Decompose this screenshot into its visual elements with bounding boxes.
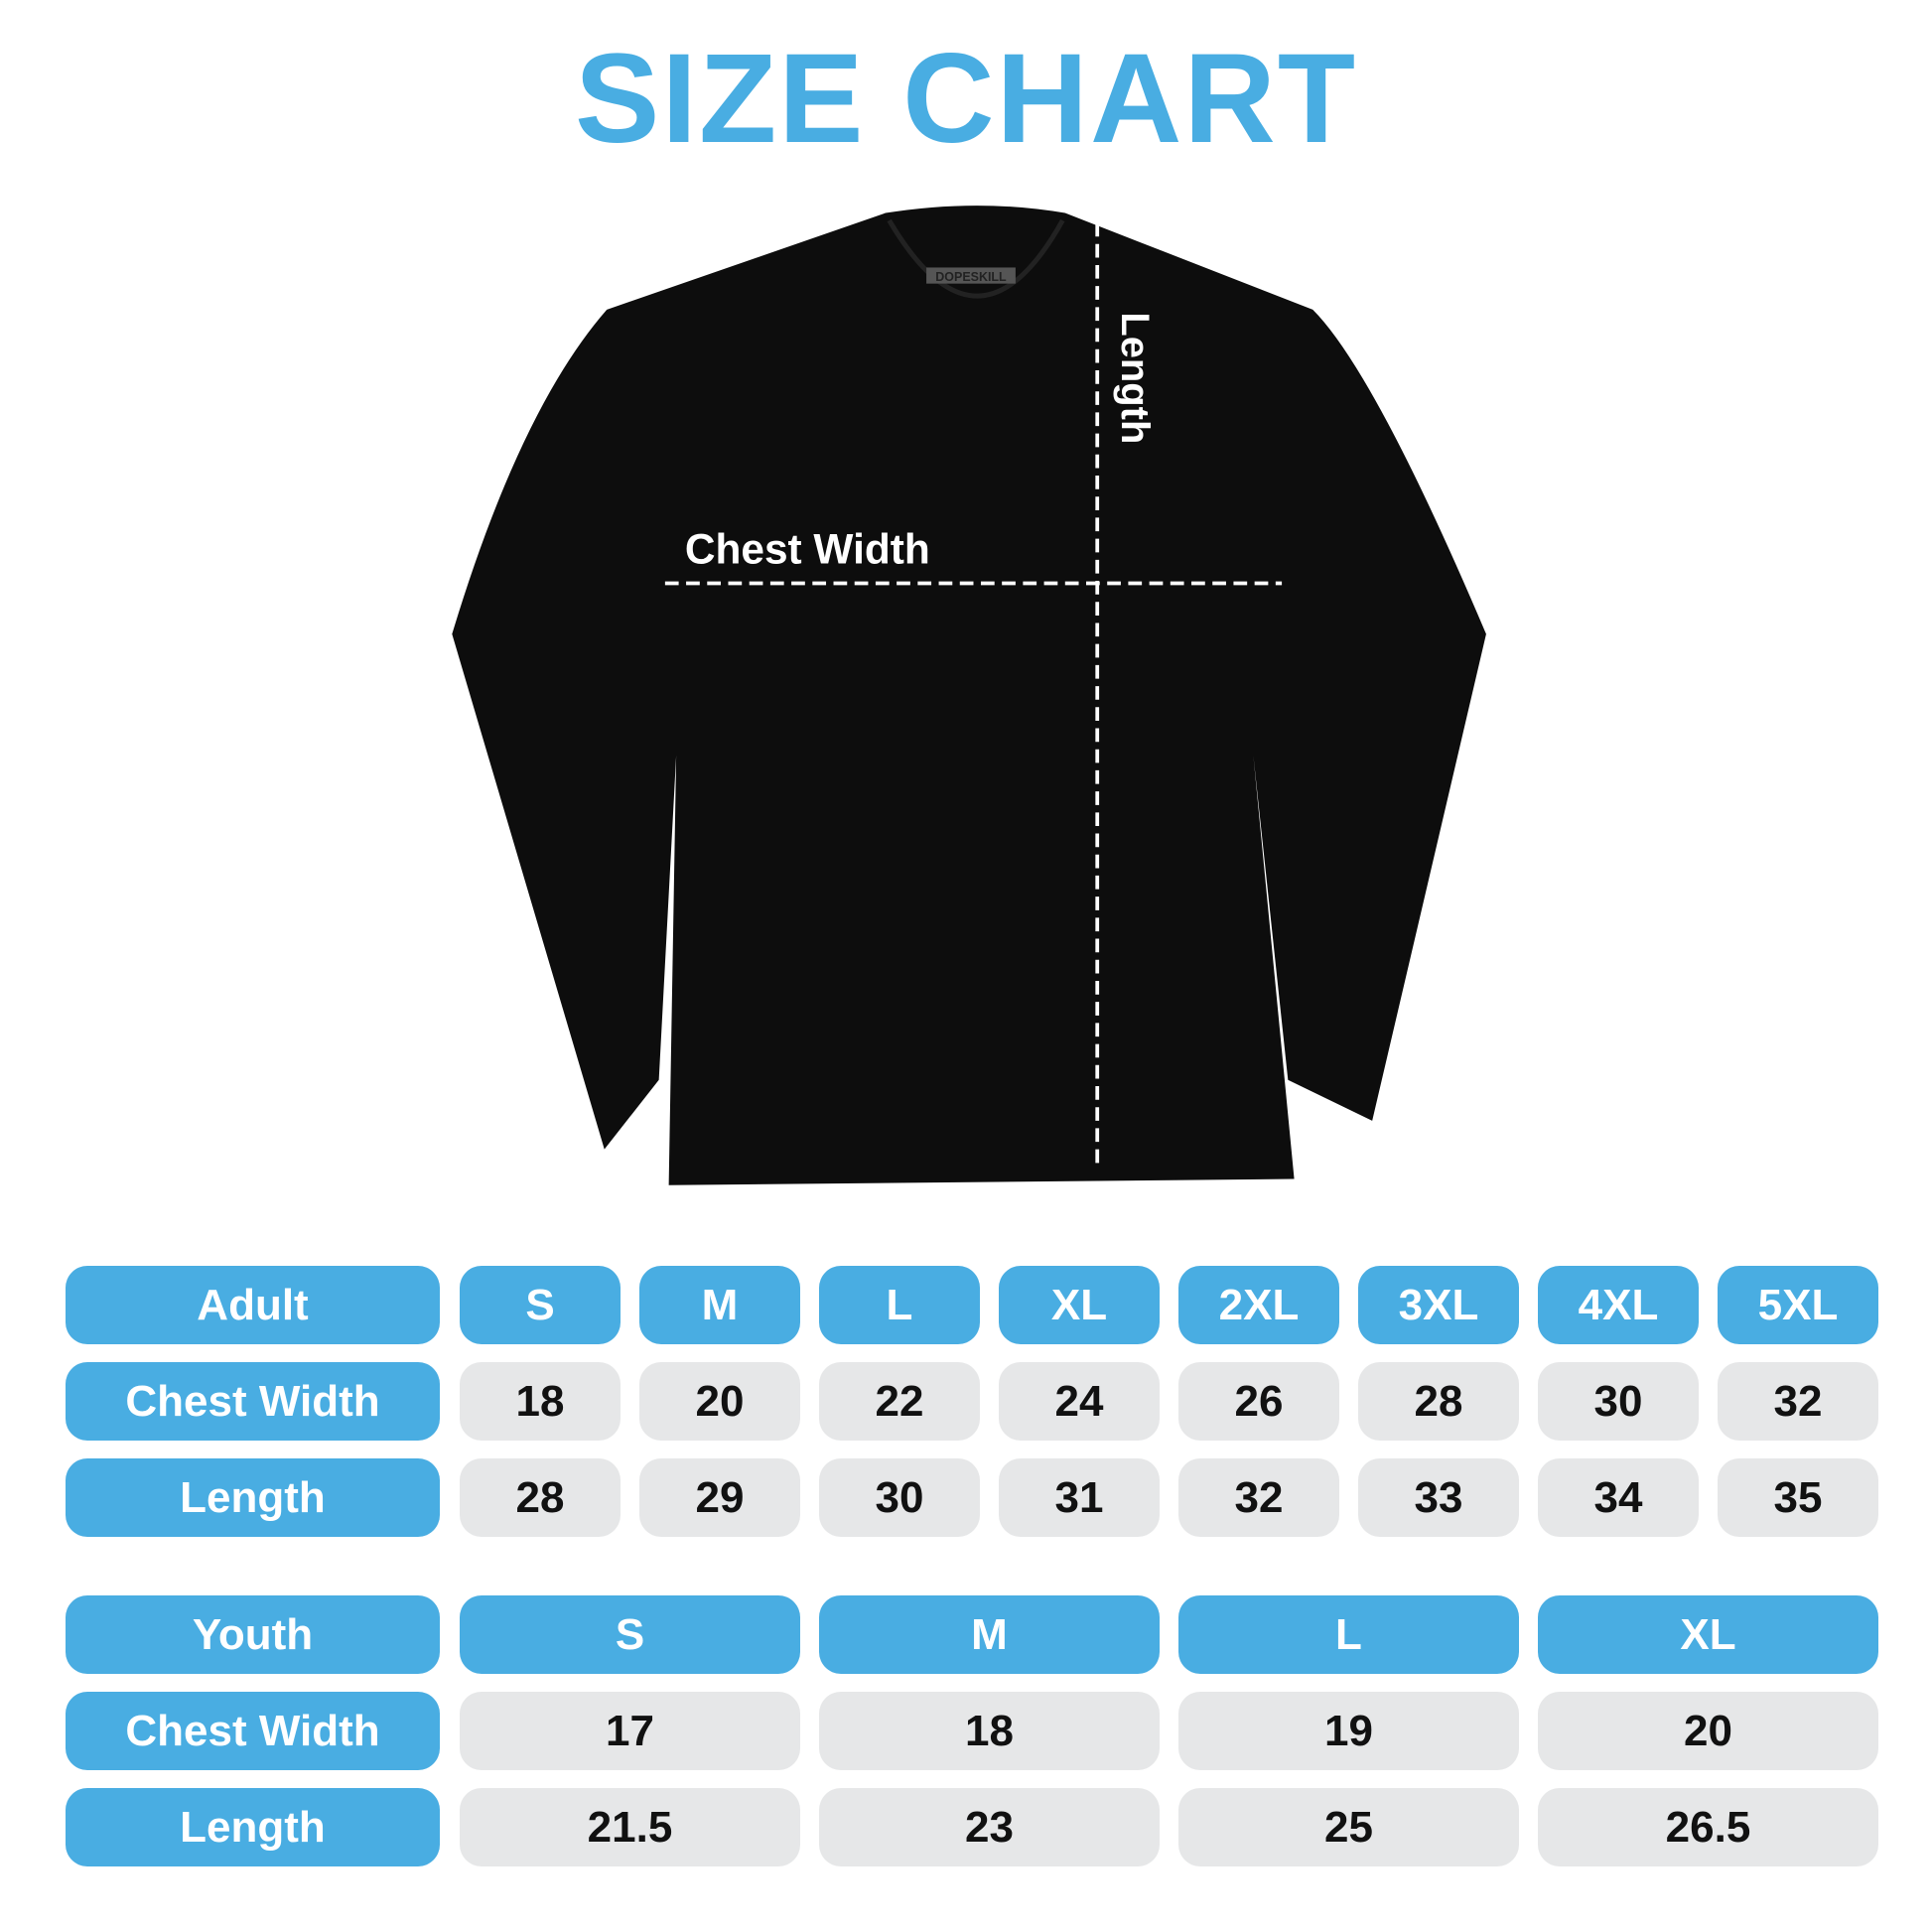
size-value: 26.5 (1538, 1788, 1878, 1866)
size-header: XL (999, 1266, 1160, 1344)
size-value: 26 (1178, 1362, 1339, 1441)
size-header: 4XL (1538, 1266, 1699, 1344)
page-title: SIZE CHART (575, 28, 1357, 170)
size-value: 22 (819, 1362, 980, 1441)
size-value: 24 (999, 1362, 1160, 1441)
size-value: 29 (639, 1458, 800, 1537)
size-value: 18 (819, 1692, 1160, 1770)
size-value: 21.5 (460, 1788, 800, 1866)
table-header-adult: Adult (66, 1266, 440, 1344)
size-header: XL (1538, 1595, 1878, 1674)
size-value: 32 (1718, 1362, 1878, 1441)
size-value: 20 (639, 1362, 800, 1441)
size-value: 18 (460, 1362, 621, 1441)
size-header: 2XL (1178, 1266, 1339, 1344)
size-value: 25 (1178, 1788, 1519, 1866)
size-header: M (819, 1595, 1160, 1674)
size-header: 3XL (1358, 1266, 1519, 1344)
size-value: 20 (1538, 1692, 1878, 1770)
row-label: Chest Width (66, 1362, 440, 1441)
size-value: 32 (1178, 1458, 1339, 1537)
size-header: S (460, 1266, 621, 1344)
size-header: S (460, 1595, 800, 1674)
size-header: 5XL (1718, 1266, 1878, 1344)
size-value: 31 (999, 1458, 1160, 1537)
table-header-youth: Youth (66, 1595, 440, 1674)
chest-width-label: Chest Width (685, 526, 930, 573)
brand-tag-text: DOPESKILL (935, 270, 1007, 284)
size-header: L (819, 1266, 980, 1344)
size-value: 17 (460, 1692, 800, 1770)
length-label: Length (1113, 312, 1157, 444)
shirt-body (452, 206, 1486, 1185)
row-label: Length (66, 1788, 440, 1866)
row-label: Length (66, 1458, 440, 1537)
size-value: 30 (819, 1458, 980, 1537)
brand-tag (926, 267, 1016, 284)
size-value: 23 (819, 1788, 1160, 1866)
size-value: 30 (1538, 1362, 1699, 1441)
size-header: L (1178, 1595, 1519, 1674)
shirt-collar (887, 218, 1065, 299)
size-value: 19 (1178, 1692, 1519, 1770)
row-label: Chest Width (66, 1692, 440, 1770)
size-value: 33 (1358, 1458, 1519, 1537)
size-value: 34 (1538, 1458, 1699, 1537)
size-value: 35 (1718, 1458, 1878, 1537)
size-value: 28 (460, 1458, 621, 1537)
size-value: 28 (1358, 1362, 1519, 1441)
size-header: M (639, 1266, 800, 1344)
